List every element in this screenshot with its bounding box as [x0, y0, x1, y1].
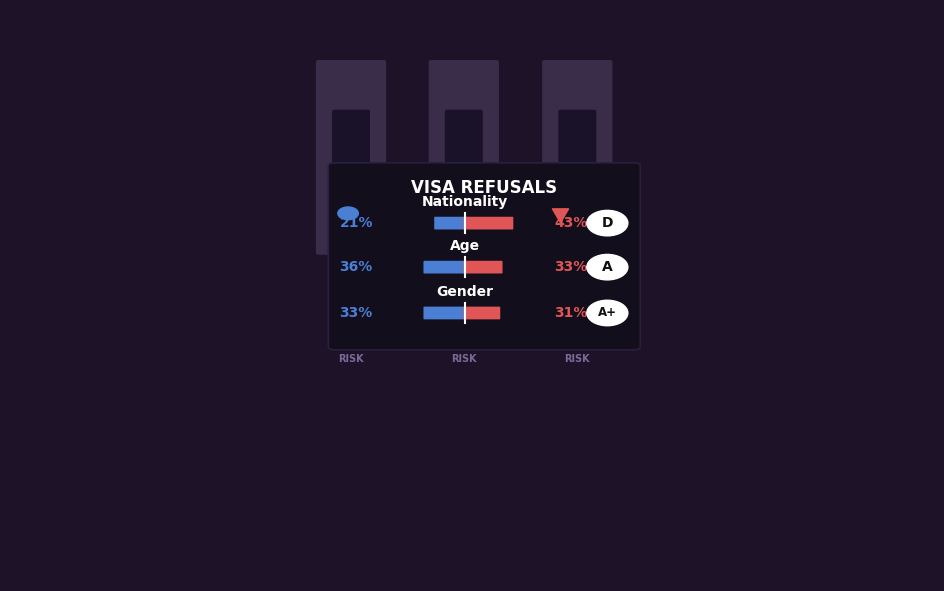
Text: A: A	[601, 260, 612, 274]
Text: Nationality: Nationality	[421, 196, 507, 209]
FancyBboxPatch shape	[463, 261, 502, 274]
Text: RISK: RISK	[338, 353, 363, 363]
FancyBboxPatch shape	[558, 110, 596, 250]
Text: Gender: Gender	[435, 285, 493, 299]
Text: 21%: 21%	[339, 216, 373, 230]
Text: MEDIUM: MEDIUM	[441, 341, 486, 351]
Circle shape	[586, 254, 627, 280]
Text: 36%: 36%	[339, 260, 372, 274]
Text: 33%: 33%	[553, 260, 587, 274]
Point	[551, 209, 566, 218]
Text: Age: Age	[449, 239, 480, 254]
FancyBboxPatch shape	[423, 307, 465, 319]
FancyBboxPatch shape	[315, 60, 386, 255]
Circle shape	[586, 300, 627, 326]
Circle shape	[338, 207, 358, 220]
Text: LOW: LOW	[338, 341, 363, 351]
FancyBboxPatch shape	[542, 60, 612, 255]
Text: RISK: RISK	[450, 353, 476, 363]
Text: VISA REFUSALS: VISA REFUSALS	[411, 179, 557, 197]
FancyBboxPatch shape	[328, 163, 640, 350]
Text: HIGH: HIGH	[563, 341, 591, 351]
Text: D: D	[601, 216, 613, 230]
FancyBboxPatch shape	[423, 261, 465, 274]
FancyBboxPatch shape	[429, 60, 498, 255]
FancyBboxPatch shape	[463, 307, 499, 319]
Text: A+: A+	[598, 307, 616, 320]
FancyBboxPatch shape	[463, 217, 513, 229]
Circle shape	[586, 210, 627, 236]
FancyBboxPatch shape	[433, 217, 465, 229]
Text: RISK: RISK	[564, 353, 589, 363]
FancyBboxPatch shape	[445, 110, 482, 250]
Text: 33%: 33%	[339, 306, 372, 320]
Text: 31%: 31%	[553, 306, 587, 320]
FancyBboxPatch shape	[331, 110, 370, 250]
Text: 43%: 43%	[553, 216, 587, 230]
